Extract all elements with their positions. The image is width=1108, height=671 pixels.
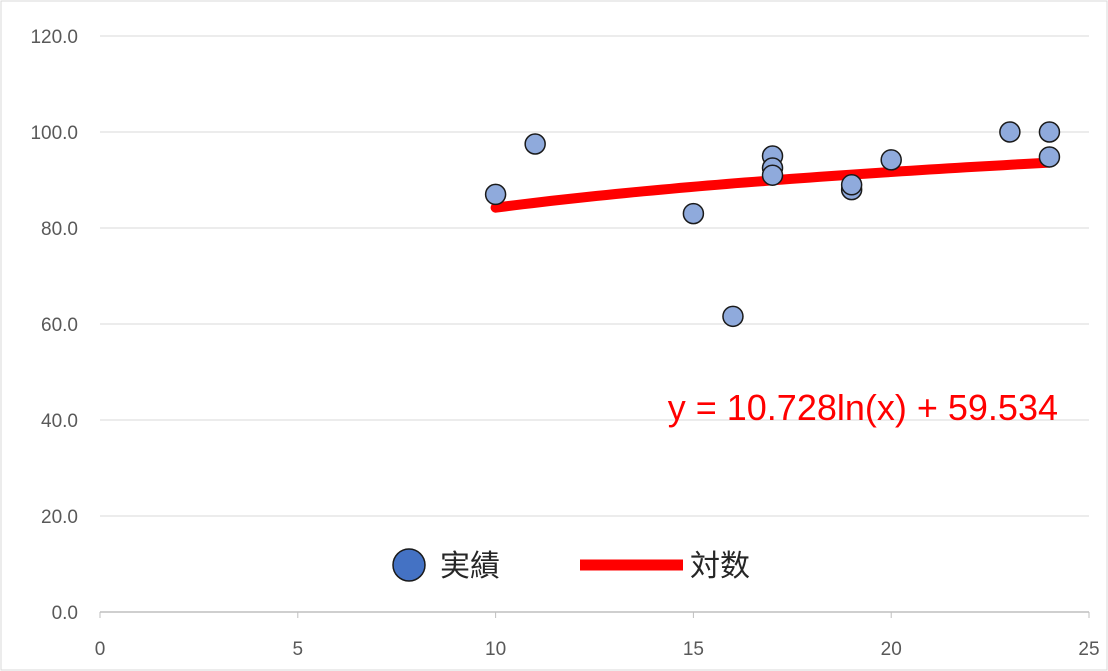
x-tick-label: 10 (485, 639, 506, 660)
legend-label-actual: 実績 (440, 549, 500, 584)
y-tick-label: 40.0 (41, 411, 78, 432)
x-tick-label: 20 (881, 639, 902, 660)
data-point (722, 305, 744, 328)
y-tick-label: 80.0 (41, 219, 78, 240)
x-tick-label: 25 (1078, 639, 1099, 660)
legend-label-log: 対数 (690, 549, 750, 584)
y-tick-label: 0.0 (52, 603, 78, 624)
axes (99, 611, 1090, 618)
legend-marker-actual (392, 548, 426, 582)
data-point (484, 183, 507, 206)
data-point (840, 174, 863, 196)
scatter-points (484, 121, 1061, 328)
tick-labels: 0.0 20.0 40.0 60.0 80.0 100.0 120.0 0 5 10 15 20 25 (30, 27, 1099, 660)
data-point (999, 121, 1021, 143)
data-point (524, 133, 546, 155)
trendline-equation: y = 10.728ln(x) + 59.534 (668, 387, 1058, 428)
data-point (761, 164, 784, 186)
x-tick-label: 0 (95, 639, 106, 660)
data-point (1038, 146, 1061, 168)
y-tick-label: 60.0 (41, 315, 78, 336)
x-tick-label: 5 (293, 639, 304, 660)
data-point (1038, 121, 1061, 143)
y-tick-label: 20.0 (41, 507, 78, 528)
data-point (880, 149, 902, 171)
y-tick-label: 120.0 (30, 27, 78, 48)
y-tick-label: 100.0 (30, 123, 78, 144)
gridlines (100, 35, 1089, 517)
data-point (682, 202, 705, 225)
legend: 実績 対数 (392, 548, 750, 584)
x-tick-label: 15 (683, 639, 704, 660)
